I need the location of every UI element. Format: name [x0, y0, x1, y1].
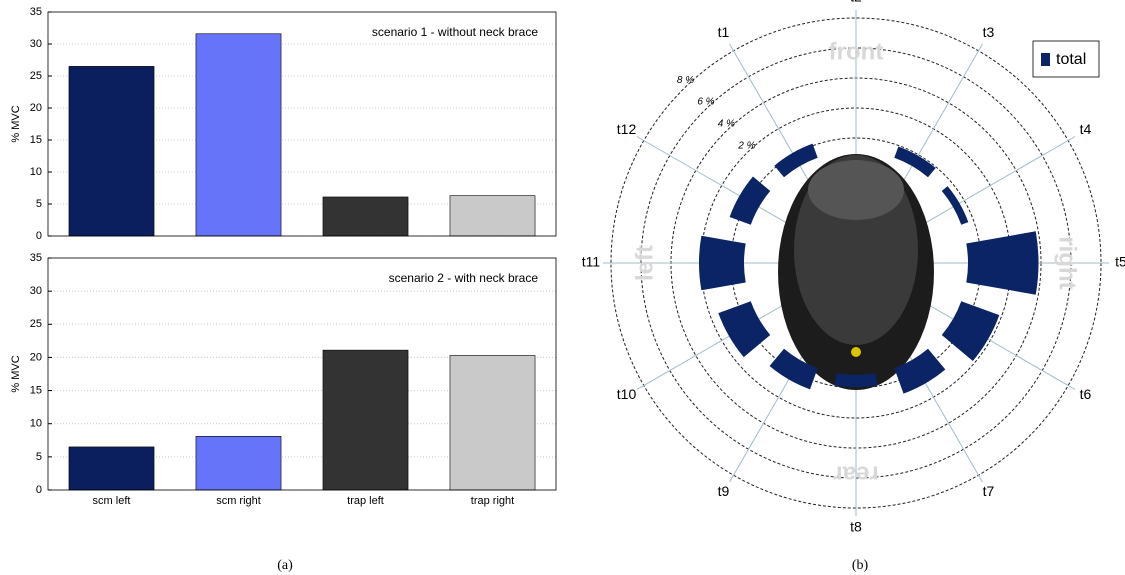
bar — [69, 66, 154, 236]
bar — [450, 355, 535, 490]
helmet-illustration — [778, 154, 934, 390]
polar-bar — [966, 231, 1038, 294]
category-label: t5 — [1115, 254, 1125, 270]
x-tick-label: scm right — [216, 495, 261, 507]
polar-bar — [942, 301, 1000, 361]
x-tick-label: trap left — [347, 495, 384, 507]
category-label: t6 — [1080, 386, 1092, 402]
annotation: scenario 1 - without neck brace — [372, 25, 538, 39]
y-tick-label: 30 — [30, 38, 42, 50]
bar — [450, 196, 535, 236]
bar — [196, 34, 281, 236]
category-label: t11 — [582, 254, 601, 270]
y-tick-label: 15 — [30, 384, 42, 396]
category-label: t4 — [1080, 121, 1092, 137]
direction-label: left — [631, 245, 658, 281]
category-label: t1 — [718, 24, 730, 40]
y-tick-label: 20 — [30, 351, 42, 363]
y-tick-label: 35 — [30, 252, 42, 264]
ring-label: 6 % — [697, 97, 714, 108]
polar-bar — [699, 236, 746, 291]
y-tick-label: 10 — [30, 166, 42, 178]
ring-label: 2 % — [737, 141, 755, 152]
category-label: t2 — [850, 0, 862, 5]
annotation: scenario 2 - with neck brace — [389, 271, 539, 285]
y-tick-label: 20 — [30, 102, 42, 114]
polar-bar — [718, 301, 770, 357]
category-label: t8 — [850, 519, 862, 535]
ring-label: 4 % — [718, 119, 735, 130]
polar-bar — [834, 373, 877, 387]
bar — [196, 436, 281, 490]
y-tick-label: 5 — [36, 198, 42, 210]
caption: (b) — [852, 558, 869, 573]
x-tick-label: scm left — [93, 495, 131, 507]
y-tick-label: 10 — [30, 418, 42, 430]
category-label: t7 — [983, 483, 995, 499]
x-tick-label: trap right — [471, 495, 514, 507]
category-label: t10 — [617, 386, 637, 402]
bar — [69, 447, 154, 490]
y-tick-label: 30 — [30, 285, 42, 297]
y-axis-label: % MVC — [10, 105, 22, 142]
y-tick-label: 0 — [36, 484, 42, 496]
direction-label: rear — [833, 461, 878, 488]
y-tick-label: 5 — [36, 451, 42, 463]
legend-swatch — [1041, 53, 1050, 66]
caption: (a) — [277, 558, 293, 573]
category-label: t12 — [617, 121, 637, 137]
category-label: t3 — [983, 24, 995, 40]
y-tick-label: 25 — [30, 70, 42, 82]
direction-label: front — [829, 38, 884, 65]
polar-bar — [942, 186, 968, 225]
ring-label: 8 % — [677, 75, 694, 86]
legend-label: total — [1056, 51, 1086, 68]
y-tick-label: 25 — [30, 318, 42, 330]
bar — [323, 197, 408, 236]
y-tick-label: 35 — [30, 6, 42, 18]
y-tick-label: 15 — [30, 134, 42, 146]
figure: (a) (b) 0 5 10 15 20 25 30 35 % MVC scenario 1 - … — [0, 0, 1125, 575]
bar — [323, 350, 408, 490]
y-axis-label: % MVC — [10, 355, 22, 392]
polar-bar — [730, 177, 771, 225]
y-tick-label: 0 — [36, 230, 42, 242]
category-label: t9 — [718, 483, 730, 499]
polar-bar — [774, 144, 817, 178]
direction-label: right — [1054, 236, 1081, 289]
